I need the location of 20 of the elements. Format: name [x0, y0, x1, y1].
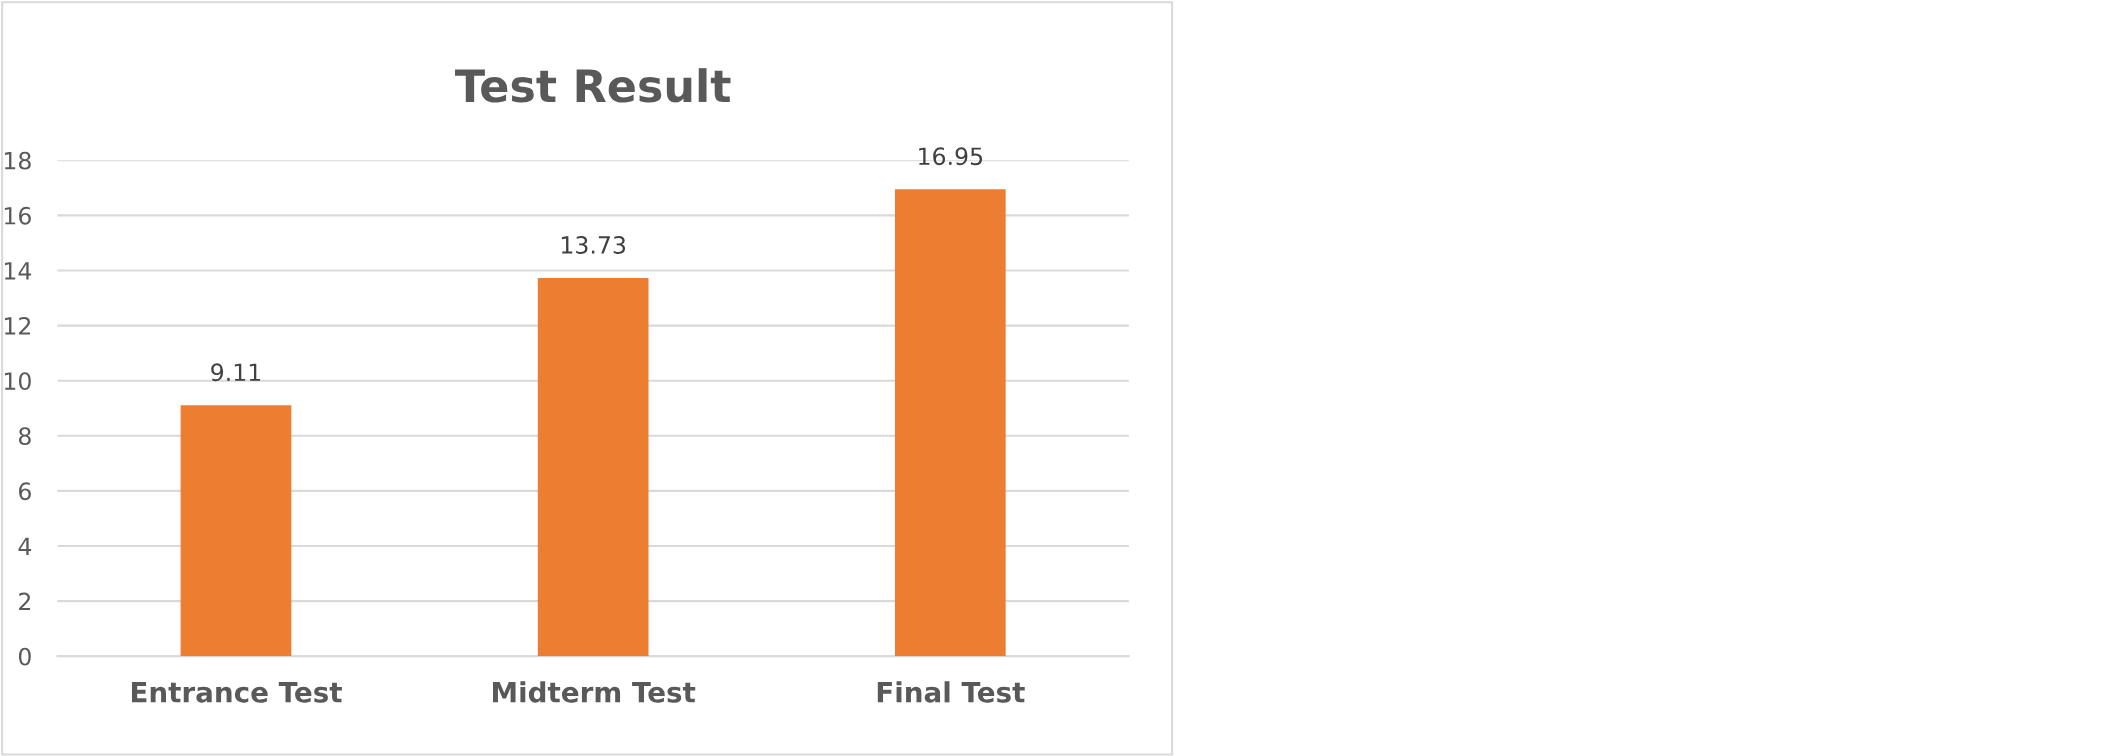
y-tick-label: 16 — [4, 206, 31, 225]
y-tick-label: 2 — [19, 592, 31, 611]
bar — [180, 405, 292, 657]
data-label: 16.95 — [919, 147, 983, 166]
bar — [537, 277, 649, 657]
y-tick-label: 8 — [18, 427, 31, 446]
y-tick-label: 12 — [4, 317, 31, 335]
data-label: 9.11 — [211, 363, 261, 382]
y-tick-label: 4 — [18, 537, 32, 555]
x-tick-label: Midterm Test — [493, 681, 696, 703]
x-tick-label: Entrance Test — [131, 682, 342, 703]
y-tick-label: 14 — [4, 262, 32, 280]
y-tick-label: 6 — [19, 482, 31, 501]
chart-title: Test Result — [455, 68, 731, 103]
y-tick-label: 10 — [4, 372, 31, 390]
bar — [894, 189, 1006, 657]
x-tick-label: Final Test — [877, 681, 1025, 703]
data-label: 13.73 — [561, 236, 626, 254]
y-tick-label: 18 — [4, 151, 31, 170]
y-tick-label: 0 — [18, 647, 31, 666]
